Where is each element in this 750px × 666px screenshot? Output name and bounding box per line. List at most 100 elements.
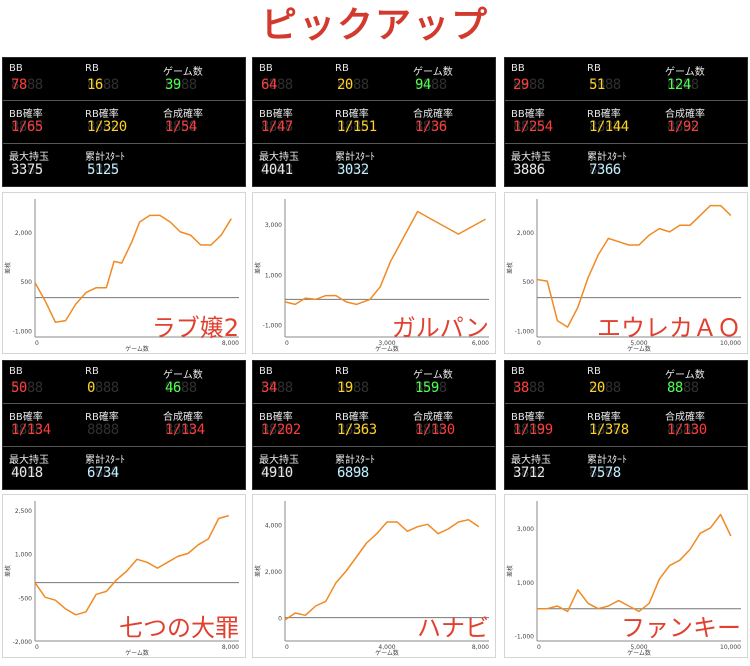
chart-panel: 2,500 1,000 -500 -2,000 0 8,000 差枚 ゲーム数 七つの大罪	[2, 494, 246, 658]
bb-count-value: 50	[11, 380, 27, 396]
y-tick-label: -1,000	[515, 634, 535, 641]
y-tick-label: 2,000	[517, 230, 534, 237]
bb-probability-digit-backdrop: 8888	[513, 422, 545, 438]
combined-probability-digit-backdrop: 8888	[165, 422, 197, 438]
y-tick-label: 2,000	[15, 230, 32, 237]
y-tick-label: 0	[278, 616, 282, 623]
max-medals-value: 4041	[261, 162, 293, 178]
bb-count-label: BB	[259, 366, 273, 377]
rb-count-value: 20	[337, 77, 353, 93]
combined-probability-value: 1/54	[165, 119, 197, 135]
rb-probability-value: 1/378	[589, 422, 629, 438]
machine-name: エウレカＡＯ	[597, 314, 741, 342]
x-tick-label: 10,000	[720, 340, 741, 347]
bb-probability-digit-backdrop: 8888	[261, 422, 293, 438]
rb-count-label: RB	[587, 366, 601, 377]
rb-count-value: 51	[589, 77, 605, 93]
total-starts-label: 累計ｽﾀｰﾄ	[85, 455, 125, 466]
stats-panel: BB 8888 78 RB 8888 16 ゲーム数 8888 39 BB確率 8888 1/65 RB…	[2, 57, 246, 187]
balance-line	[284, 210, 486, 306]
max-medals-label: 最大持玉	[259, 152, 299, 163]
game-count-digit-backdrop: 8888	[667, 380, 699, 396]
x-tick-label: 5,000	[630, 644, 647, 651]
x-tick-label: 5,000	[630, 340, 647, 347]
total-starts-value: 7366	[589, 162, 621, 178]
y-axis-title: 差枚	[506, 262, 514, 274]
y-tick-label: 4,000	[265, 522, 282, 529]
x-tick-label: 0	[35, 644, 39, 651]
x-tick-label: 0	[537, 340, 541, 347]
max-medals-value: 3886	[513, 162, 545, 178]
total-starts-value: 7578	[589, 465, 621, 481]
stats-row: BB確率 8888 1/47 RB確率 8888 1/151 合成確率 8888 1/36	[253, 100, 495, 144]
stats-row: BB 8888 38 RB 8888 20 ゲーム数 8888 88	[505, 361, 747, 404]
bb-probability-label: BB確率	[9, 109, 43, 120]
y-tick-label: 1,000	[265, 272, 282, 279]
combined-probability-value: 1/130	[415, 422, 455, 438]
combined-probability-value: 1/134	[165, 422, 205, 438]
y-axis-title: 差枚	[506, 565, 514, 577]
rb-count-digit-backdrop: 8888	[337, 77, 369, 93]
max-medals-label: 最大持玉	[9, 455, 49, 466]
rb-probability-digit-backdrop: 8888	[337, 422, 369, 438]
x-tick-label: 0	[285, 644, 289, 651]
max-medals-value: 3375	[11, 162, 43, 178]
stats-row: 最大持玉 8888 3375 累計ｽﾀｰﾄ 8888 5125	[3, 143, 245, 188]
stats-panel: BB 8888 64 RB 8888 20 ゲーム数 8888 94 BB確率 8888 1/47 RB…	[252, 57, 496, 187]
x-tick-label: 4,000	[378, 644, 395, 651]
balance-line	[34, 214, 232, 323]
total-starts-label: 累計ｽﾀｰﾄ	[85, 152, 125, 163]
stats-row: BB確率 8888 1/254 RB確率 8888 1/144 合成確率 8888 1/92	[505, 100, 747, 144]
max-medals-digit-backdrop: 8888	[261, 162, 293, 178]
rb-probability-label: RB確率	[85, 109, 119, 120]
max-medals-label: 最大持玉	[9, 152, 49, 163]
max-medals-digit-backdrop: 8888	[261, 465, 293, 481]
combined-probability-digit-backdrop: 8888	[415, 119, 447, 135]
x-tick-label: 0	[285, 340, 289, 347]
y-tick-label: 500	[21, 279, 33, 286]
y-axis-title: 差枚	[4, 262, 12, 274]
chart-panel: 4,000 2,000 0 0 4,000 8,000 差枚 ゲーム数 ハナビ	[252, 494, 496, 658]
bb-probability-value: 1/254	[513, 119, 553, 135]
max-medals-label: 最大持玉	[259, 455, 299, 466]
game-count-digit-backdrop: 8888	[415, 77, 447, 93]
rb-probability-value: 1/363	[337, 422, 377, 438]
game-count-digit-backdrop: 8888	[667, 77, 699, 93]
stats-panel: BB 8888 29 RB 8888 51 ゲーム数 8888 124 BB確率 8888 1/254…	[504, 57, 748, 187]
bb-probability-value: 1/199	[513, 422, 553, 438]
bb-count-value: 78	[11, 77, 27, 93]
total-starts-label: 累計ｽﾀｰﾄ	[335, 152, 375, 163]
bb-count-label: BB	[511, 366, 525, 377]
rb-count-digit-backdrop: 8888	[87, 77, 119, 93]
max-medals-value: 4910	[261, 465, 293, 481]
x-axis-title: ゲーム数	[375, 345, 399, 353]
rb-count-label: RB	[335, 366, 349, 377]
x-tick-label: 6,000	[472, 340, 489, 347]
machine-name: 七つの大罪	[119, 614, 239, 642]
x-axis-title: ゲーム数	[627, 345, 651, 353]
bb-probability-label: BB確率	[511, 412, 545, 423]
bb-count-digit-backdrop: 8888	[513, 77, 545, 93]
rb-count-label: RB	[85, 366, 99, 377]
bb-count-label: BB	[259, 63, 273, 74]
bb-count-label: BB	[511, 63, 525, 74]
y-tick-label: -1,000	[515, 328, 535, 335]
bb-probability-label: BB確率	[511, 109, 545, 120]
bb-count-digit-backdrop: 8888	[261, 380, 293, 396]
bb-count-value: 64	[261, 77, 277, 93]
combined-probability-label: 合成確率	[665, 109, 705, 120]
stats-row: BB確率 8888 1/134 RB確率 8888 合成確率 8888 1/134	[3, 403, 245, 447]
combined-probability-digit-backdrop: 8888	[667, 422, 699, 438]
y-axis-title: 差枚	[254, 565, 262, 577]
total-starts-digit-backdrop: 8888	[87, 162, 119, 178]
max-medals-label: 最大持玉	[511, 455, 551, 466]
combined-probability-label: 合成確率	[413, 412, 453, 423]
combined-probability-label: 合成確率	[163, 412, 203, 423]
bb-probability-value: 1/65	[11, 119, 43, 135]
chart-panel: 3,000 1,000 -1,000 0 3,000 6,000 差枚 ゲーム数 ガルパン	[252, 192, 496, 354]
rb-probability-digit-backdrop: 8888	[589, 422, 621, 438]
x-tick-label: 8,000	[472, 644, 489, 651]
